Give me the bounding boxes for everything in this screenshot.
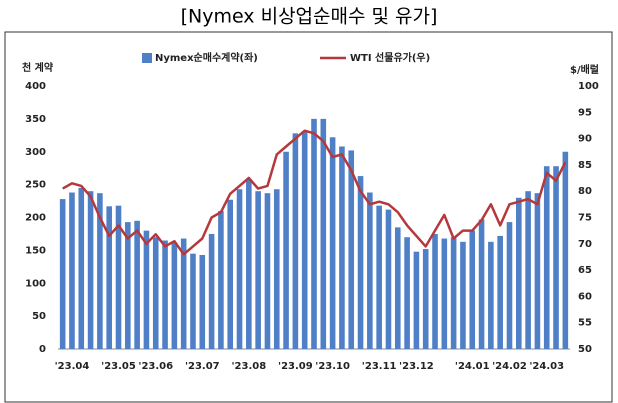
bar bbox=[432, 233, 438, 349]
bar bbox=[506, 222, 513, 349]
y-tick-label: 400 bbox=[25, 81, 46, 92]
bar bbox=[394, 227, 401, 349]
bar bbox=[301, 132, 308, 349]
bar bbox=[357, 176, 364, 349]
bar bbox=[469, 230, 476, 349]
x-tick-label: '23.10 bbox=[315, 361, 350, 372]
y2-tick-label: 60 bbox=[578, 291, 592, 302]
bar bbox=[367, 192, 373, 349]
y2-tick-label: 80 bbox=[578, 186, 592, 197]
y2-tick-label: 70 bbox=[578, 239, 592, 250]
bar bbox=[199, 254, 206, 349]
bar bbox=[273, 189, 280, 349]
x-tick-label: '24.01 bbox=[455, 361, 490, 372]
bar bbox=[180, 238, 187, 349]
y2-tick-label: 65 bbox=[578, 265, 592, 276]
x-tick-label: '23.09 bbox=[278, 361, 313, 372]
x-tick-label: '24.03 bbox=[529, 361, 564, 372]
y2-tick-label: 75 bbox=[578, 213, 592, 224]
y-axis-label: 천 계약 bbox=[22, 61, 54, 74]
bar bbox=[190, 253, 196, 349]
bar bbox=[497, 235, 503, 349]
bar bbox=[69, 192, 75, 349]
bar bbox=[115, 205, 122, 349]
bar bbox=[450, 237, 457, 349]
bar bbox=[134, 220, 140, 349]
x-tick-label: '24.02 bbox=[492, 361, 527, 372]
bar bbox=[97, 193, 103, 349]
x-tick-label: '23.07 bbox=[185, 361, 220, 372]
legend-swatch bbox=[142, 53, 152, 63]
bar bbox=[59, 199, 66, 349]
bar bbox=[78, 187, 85, 349]
x-tick-label: '23.11 bbox=[362, 361, 397, 372]
y2-tick-label: 90 bbox=[578, 134, 592, 145]
bar bbox=[143, 230, 150, 349]
legend-label: WTI 선물유가(우) bbox=[350, 51, 430, 64]
bar bbox=[562, 151, 569, 349]
y2-tick-label: 85 bbox=[578, 160, 592, 171]
bar bbox=[283, 151, 289, 349]
bar bbox=[534, 193, 541, 349]
bar bbox=[208, 233, 215, 349]
bar bbox=[413, 251, 420, 349]
y2-tick-label: 50 bbox=[578, 344, 592, 355]
x-tick-label: '23.08 bbox=[231, 361, 266, 372]
x-tick-label: '23.12 bbox=[399, 361, 434, 372]
y-tick-label: 300 bbox=[25, 147, 46, 158]
y-tick-label: 50 bbox=[32, 311, 46, 322]
bar bbox=[441, 238, 448, 349]
bar bbox=[348, 150, 355, 349]
legend-label: Nymex순매수계약(좌) bbox=[155, 51, 258, 64]
bar bbox=[516, 197, 522, 349]
bar bbox=[404, 237, 410, 349]
bar bbox=[255, 191, 261, 349]
bar bbox=[376, 205, 382, 349]
bar bbox=[162, 240, 168, 349]
bar bbox=[171, 242, 178, 349]
chart-title: [Nymex 비상업순매수 및 유가] bbox=[181, 6, 438, 28]
chart-frame bbox=[4, 31, 613, 403]
bar bbox=[320, 118, 327, 349]
x-tick-label: '23.04 bbox=[55, 361, 90, 372]
bar bbox=[329, 137, 336, 349]
bar bbox=[525, 191, 531, 349]
bar bbox=[227, 199, 234, 349]
bar bbox=[106, 206, 112, 349]
x-tick-label: '23.05 bbox=[101, 361, 136, 372]
y-tick-label: 150 bbox=[25, 245, 46, 256]
bar bbox=[218, 210, 224, 349]
bar bbox=[460, 241, 466, 349]
bar bbox=[478, 219, 485, 349]
bar bbox=[246, 179, 252, 349]
y2-tick-label: 55 bbox=[578, 318, 592, 329]
x-tick-label: '23.06 bbox=[138, 361, 173, 372]
y2-tick-label: 95 bbox=[578, 107, 592, 118]
bar bbox=[553, 166, 559, 349]
bar bbox=[543, 166, 550, 349]
y2-tick-label: 100 bbox=[578, 81, 599, 92]
bar bbox=[125, 222, 131, 349]
y2-axis-label: $/배럴 bbox=[570, 63, 599, 76]
y-tick-label: 350 bbox=[25, 114, 46, 125]
y-tick-label: 200 bbox=[25, 213, 46, 224]
y-tick-label: 0 bbox=[39, 344, 46, 355]
bar bbox=[152, 237, 159, 349]
bar bbox=[236, 189, 243, 349]
bar bbox=[311, 118, 317, 349]
y-tick-label: 250 bbox=[25, 180, 46, 191]
bar bbox=[488, 241, 494, 349]
line-series bbox=[62, 129, 567, 256]
bar bbox=[339, 146, 345, 349]
bar bbox=[264, 193, 271, 349]
bar bbox=[292, 133, 299, 349]
y-tick-label: 100 bbox=[25, 278, 46, 289]
bar bbox=[87, 191, 94, 349]
bar bbox=[422, 249, 429, 349]
bar bbox=[385, 209, 392, 349]
